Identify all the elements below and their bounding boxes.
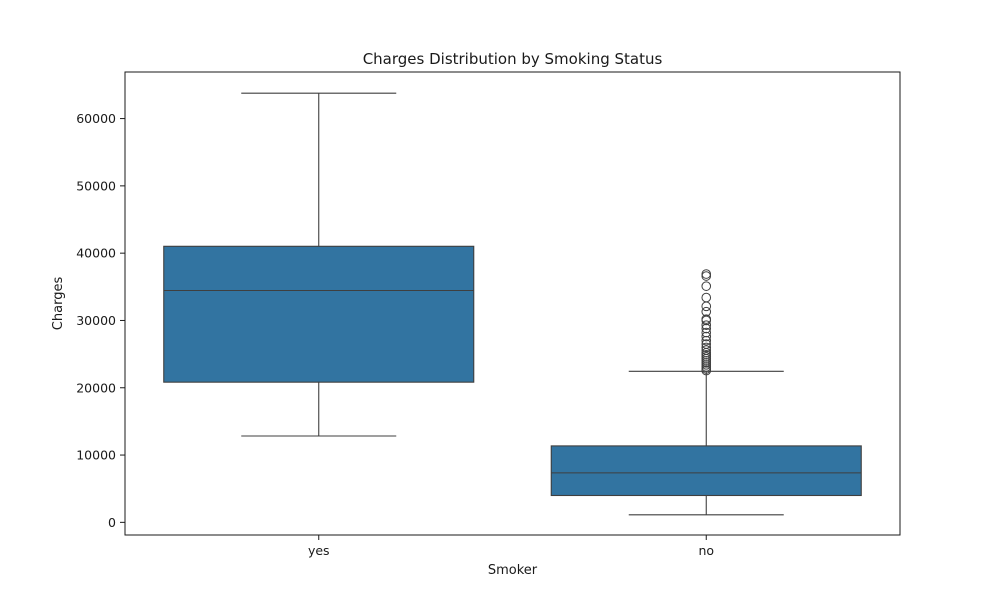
outlier-point bbox=[701, 335, 712, 346]
outlier-point bbox=[701, 314, 712, 324]
y-tick-label: 30000 bbox=[76, 313, 116, 328]
x-tick-label-yes: yes bbox=[308, 543, 330, 558]
x-axis: yes no bbox=[308, 535, 714, 558]
box-iqr bbox=[163, 245, 475, 383]
outlier-point bbox=[701, 339, 712, 349]
chart-title: Charges Distribution by Smoking Status bbox=[363, 50, 663, 68]
x-axis-label: Smoker bbox=[488, 563, 538, 578]
outlier-point bbox=[701, 342, 712, 353]
outlier-point bbox=[701, 281, 712, 291]
outlier-point bbox=[701, 331, 712, 342]
box-group-yes bbox=[163, 92, 475, 437]
y-tick-label: 20000 bbox=[76, 380, 116, 395]
x-tick-label-no: no bbox=[698, 543, 714, 558]
outlier-point bbox=[701, 306, 712, 317]
outlier-point bbox=[701, 327, 712, 338]
y-axis: 0 10000 20000 30000 40000 50000 60000 bbox=[76, 111, 125, 530]
outlier-point bbox=[701, 269, 712, 279]
y-axis-label: Charges bbox=[51, 277, 66, 331]
plot-frame bbox=[124, 71, 901, 536]
plot-area bbox=[163, 92, 862, 516]
outlier-point bbox=[701, 292, 712, 303]
y-tick-label: 10000 bbox=[76, 448, 116, 463]
box-iqr bbox=[550, 445, 862, 497]
y-tick-label: 0 bbox=[108, 515, 116, 530]
y-tick-label: 50000 bbox=[76, 178, 116, 193]
outlier-point bbox=[701, 320, 712, 330]
box-group-no bbox=[550, 269, 862, 516]
outlier-point bbox=[701, 345, 712, 355]
y-tick-label: 60000 bbox=[76, 111, 116, 126]
y-tick-label: 40000 bbox=[76, 246, 116, 261]
outlier-point bbox=[701, 323, 712, 334]
